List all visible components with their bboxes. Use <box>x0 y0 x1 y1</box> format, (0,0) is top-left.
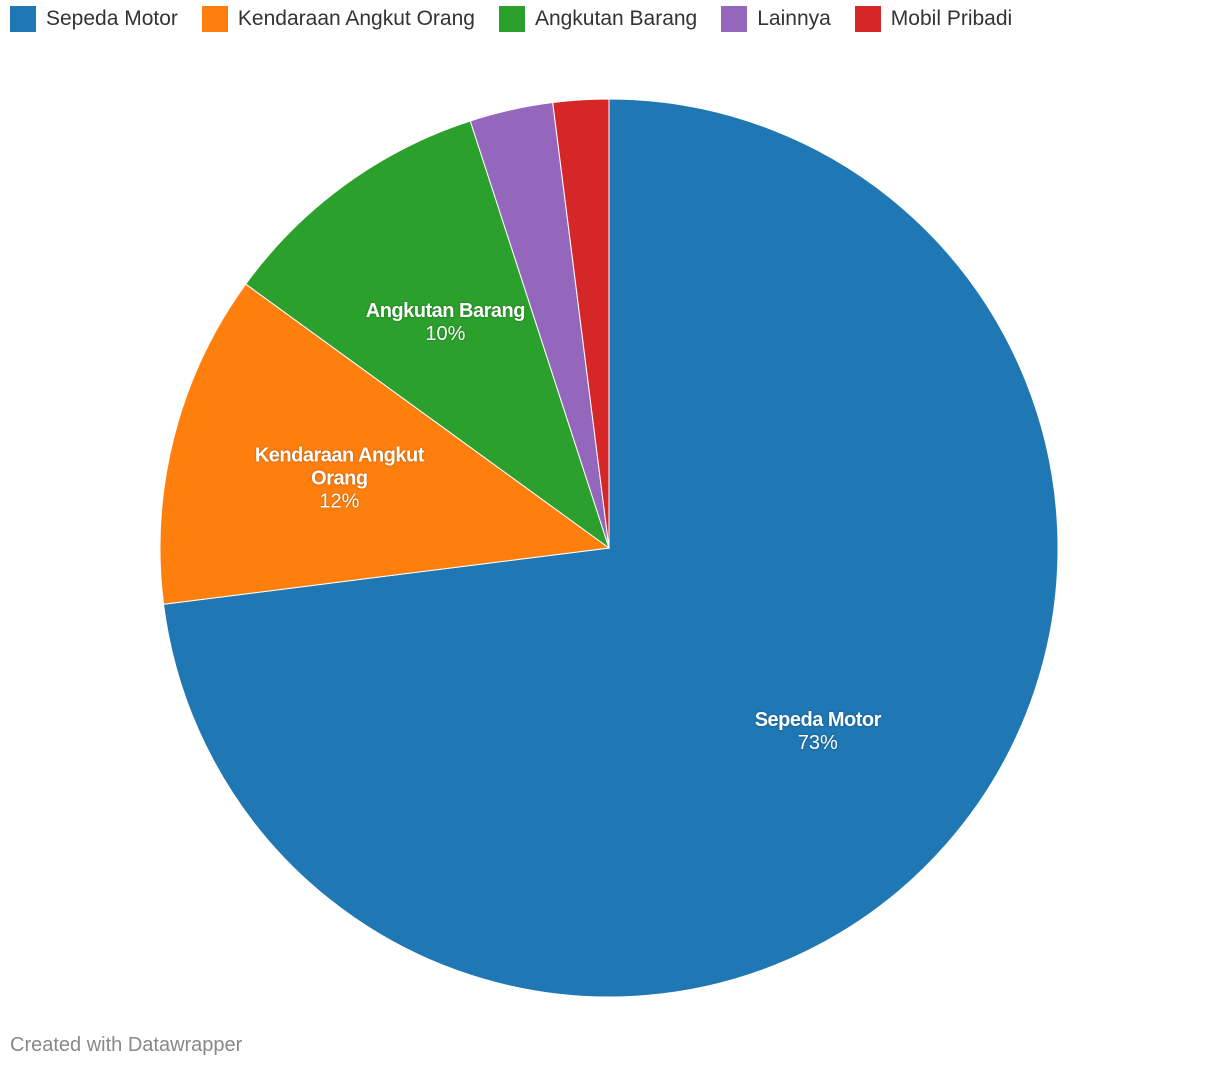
slice-label: Kendaraan Angkut Orang 12% <box>224 444 454 513</box>
legend: Sepeda Motor Kendaraan Angkut Orang Angkut… <box>10 6 1012 32</box>
slice-name: Kendaraan Angkut Orang <box>254 444 425 490</box>
legend-swatch <box>854 6 881 32</box>
legend-item: Mobil Pribadi <box>854 6 1013 32</box>
slice-value: 10% <box>425 322 466 345</box>
legend-swatch <box>721 6 748 32</box>
slice-value: 73% <box>797 732 838 755</box>
legend-swatch <box>201 6 228 32</box>
legend-item: Lainnya <box>721 6 831 32</box>
legend-label: Lainnya <box>757 7 831 30</box>
credit: Created with Datawrapper <box>10 1034 243 1056</box>
slice-name: Angkutan Barang <box>365 299 526 322</box>
legend-item: Angkutan Barang <box>498 6 698 32</box>
legend-label: Mobil Pribadi <box>890 7 1013 30</box>
slice-label: Sepeda Motor 73% <box>703 709 933 755</box>
legend-label: Sepeda Motor <box>46 7 178 30</box>
legend-item: Kendaraan Angkut Orang <box>201 6 475 32</box>
pie-slice <box>552 98 610 549</box>
slice-label: Angkutan Barang 10% <box>330 300 560 346</box>
legend-label: Angkutan Barang <box>534 7 698 30</box>
pie-slice <box>162 98 1059 998</box>
slice-name: Sepeda Motor <box>754 709 882 732</box>
legend-item: Sepeda Motor <box>10 6 178 32</box>
slice-value: 12% <box>319 490 360 513</box>
pie-slice <box>245 120 610 550</box>
legend-swatch <box>498 6 525 32</box>
pie-slice <box>159 283 611 605</box>
legend-label: Kendaraan Angkut Orang <box>237 7 475 30</box>
legend-swatch <box>10 6 36 32</box>
